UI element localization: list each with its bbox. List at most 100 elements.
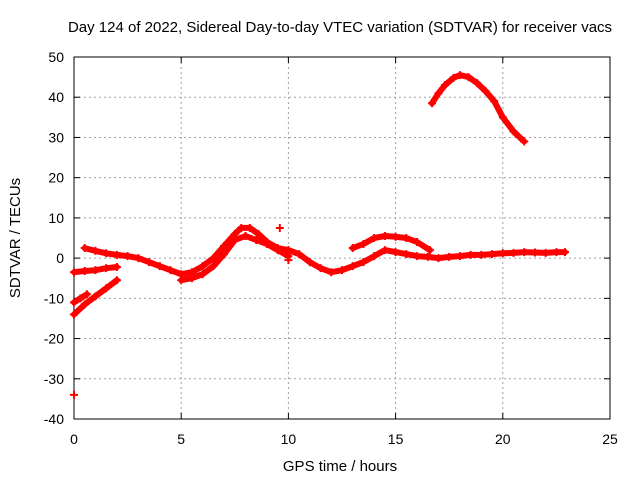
y-tick-label: -20 xyxy=(44,331,64,347)
data-point xyxy=(70,268,78,277)
data-point xyxy=(402,250,411,259)
data-point xyxy=(380,246,389,255)
data-point xyxy=(327,268,336,277)
data-point xyxy=(102,249,111,258)
data-point xyxy=(477,250,486,259)
data-point xyxy=(145,258,154,267)
grid-lines xyxy=(74,57,610,419)
data-point xyxy=(348,262,357,271)
data-point xyxy=(76,294,85,303)
data-point xyxy=(455,71,464,80)
data-point xyxy=(464,73,473,82)
data-point xyxy=(359,258,368,267)
data-point xyxy=(509,248,518,257)
data-point xyxy=(473,79,482,88)
data-point xyxy=(80,266,89,275)
data-point xyxy=(434,89,443,98)
data-point xyxy=(402,234,411,242)
data-point xyxy=(237,223,246,232)
y-tick-label: -30 xyxy=(44,371,64,387)
data-point xyxy=(520,248,529,257)
data-point xyxy=(425,246,434,255)
data-point xyxy=(80,300,89,309)
data-point xyxy=(359,240,368,249)
data-point xyxy=(413,238,422,247)
data-point xyxy=(230,236,239,245)
x-tick-label: 5 xyxy=(177,431,185,447)
data-point xyxy=(391,232,400,241)
data-point xyxy=(541,248,550,257)
data-point xyxy=(275,223,284,232)
data-point xyxy=(370,234,379,242)
data-point xyxy=(428,99,437,108)
x-axis-title: GPS time / hours xyxy=(283,458,397,475)
data-marks xyxy=(70,71,569,399)
data-point xyxy=(198,262,207,271)
data-point xyxy=(177,276,186,285)
data-point xyxy=(155,262,164,271)
y-tick-label: -10 xyxy=(44,290,64,306)
axis-ticks: 0 5 10 15 20 25 -40 -30 -20 -10 0 10 20 30 40 50 xyxy=(44,49,618,447)
data-point xyxy=(112,276,121,285)
data-point xyxy=(370,252,379,261)
data-point xyxy=(509,127,518,136)
data-point xyxy=(91,266,100,275)
data-point xyxy=(449,73,458,82)
data-point xyxy=(530,248,539,257)
data-point xyxy=(198,270,207,279)
data-point xyxy=(102,264,111,273)
data-point xyxy=(380,231,389,240)
data-point xyxy=(305,258,314,267)
data-point xyxy=(166,266,175,275)
data-point xyxy=(295,250,304,259)
data-point xyxy=(112,250,121,259)
data-point xyxy=(552,248,561,257)
y-tick-label: 30 xyxy=(48,129,64,145)
data-point xyxy=(70,310,78,319)
data-point xyxy=(134,254,143,263)
data-point xyxy=(445,252,454,261)
data-point xyxy=(102,284,111,293)
data-point xyxy=(455,252,464,261)
data-point xyxy=(481,87,490,96)
data-point xyxy=(338,266,346,275)
data-point xyxy=(498,113,507,122)
chart-title: Day 124 of 2022, Sidereal Day-to-day VTE… xyxy=(68,19,612,36)
data-point xyxy=(262,240,271,249)
y-tick-label: -40 xyxy=(44,411,64,427)
data-point xyxy=(440,81,449,90)
data-point xyxy=(112,262,121,271)
data-point xyxy=(70,390,78,399)
data-point xyxy=(123,252,132,261)
data-point xyxy=(209,254,218,263)
data-point xyxy=(252,236,261,245)
data-point xyxy=(284,256,293,265)
data-point xyxy=(434,254,443,263)
data-point xyxy=(348,244,357,253)
plot-frame xyxy=(73,56,611,420)
data-point xyxy=(91,292,100,301)
data-point xyxy=(488,250,497,259)
data-point xyxy=(316,264,325,273)
data-point xyxy=(466,250,475,259)
data-point xyxy=(520,137,529,146)
x-tick-label: 25 xyxy=(602,431,618,447)
data-point xyxy=(498,249,507,258)
data-point xyxy=(560,248,569,257)
y-tick-label: 0 xyxy=(56,250,64,266)
x-tick-label: 0 xyxy=(70,431,78,447)
data-point xyxy=(254,229,263,238)
x-tick-label: 10 xyxy=(281,431,297,447)
y-tick-label: 10 xyxy=(48,210,64,226)
y-tick-label: 40 xyxy=(48,89,64,105)
data-point xyxy=(245,223,254,232)
y-tick-label: 20 xyxy=(48,170,64,186)
data-point xyxy=(187,274,196,283)
data-point xyxy=(241,231,250,240)
data-point xyxy=(273,246,282,255)
data-point xyxy=(91,246,100,255)
data-point xyxy=(490,97,499,106)
data-point xyxy=(70,298,78,307)
y-tick-label: 50 xyxy=(48,49,64,65)
